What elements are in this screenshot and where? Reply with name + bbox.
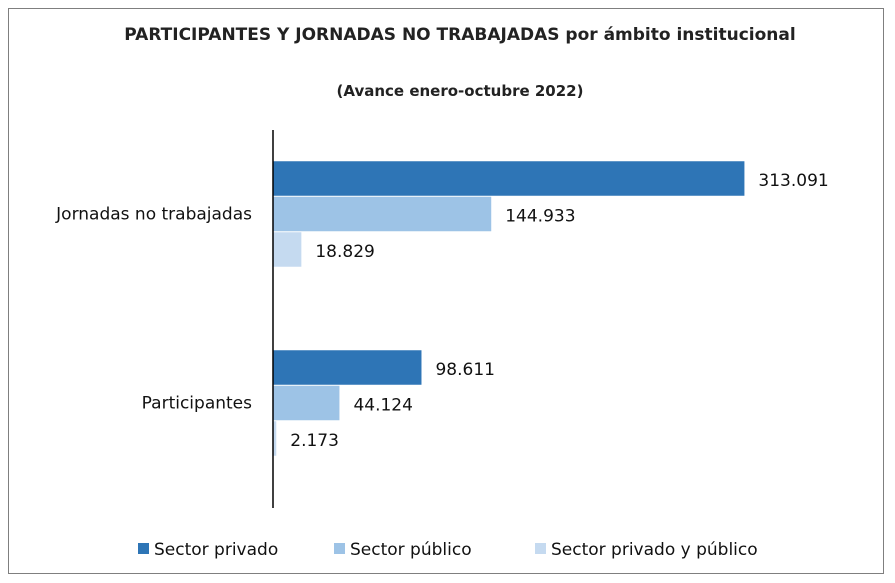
data-label: 313.091 xyxy=(758,171,828,191)
legend-swatch xyxy=(138,543,149,554)
bar xyxy=(273,350,422,385)
data-label: 144.933 xyxy=(505,207,575,227)
bar xyxy=(273,161,745,196)
chart-title: PARTICIPANTES Y JORNADAS NO TRABAJADAS p… xyxy=(124,25,796,45)
bar xyxy=(273,385,340,421)
legend-swatch xyxy=(334,543,345,554)
legend-swatch xyxy=(535,543,546,554)
legend-label: Sector privado y público xyxy=(551,540,758,560)
bar xyxy=(273,421,277,456)
data-label: 98.611 xyxy=(435,360,494,380)
bar xyxy=(273,232,302,267)
data-label: 2.173 xyxy=(290,431,339,451)
legend-label: Sector público xyxy=(350,540,472,560)
category-label: Jornadas no trabajadas xyxy=(55,205,252,225)
data-label: 44.124 xyxy=(353,396,412,416)
legend-label: Sector privado xyxy=(154,540,278,560)
chart-subtitle: (Avance enero-octubre 2022) xyxy=(336,82,584,100)
chart-frame xyxy=(8,8,884,574)
category-label: Participantes xyxy=(142,394,252,414)
bar xyxy=(273,196,492,232)
data-label: 18.829 xyxy=(315,242,374,262)
